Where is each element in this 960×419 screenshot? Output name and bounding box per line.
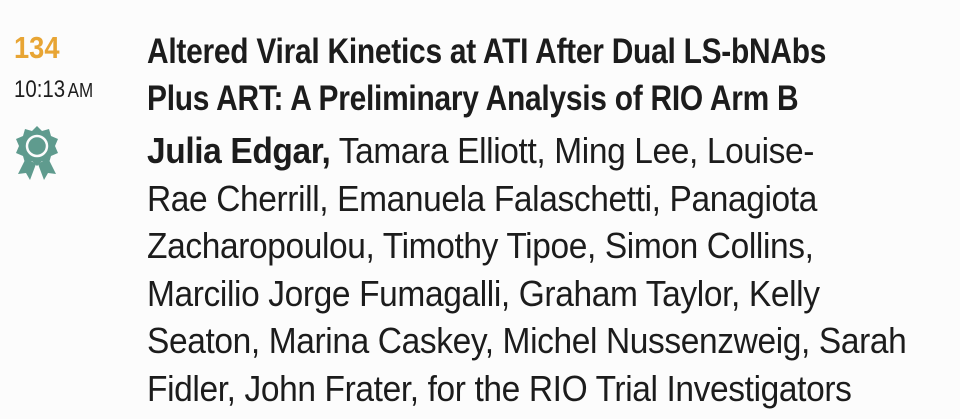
- author-line: Fidler, John Frater, for the RIO Trial I…: [147, 367, 852, 409]
- presentation-title: Altered Viral Kinetics at ATI After Dual…: [147, 28, 826, 122]
- time-value: 10:13: [14, 76, 66, 103]
- author-line: Zacharopoulou, Timothy Tipoe, Simon Coll…: [147, 225, 814, 266]
- time-ampm: AM: [67, 80, 94, 102]
- presenting-author: Julia Edgar,: [147, 130, 331, 171]
- author-line: Rae Cherrill, Emanuela Falaschetti, Pana…: [147, 177, 817, 219]
- author-line: Julia Edgar, Tamara Elliott, Ming Lee, L…: [147, 127, 906, 175]
- title-line: Plus ART: A Preliminary Analysis of RIO …: [147, 79, 799, 118]
- award-ribbon-icon: [16, 126, 58, 180]
- author-text: Tamara Elliott, Ming Lee, Louise-: [330, 130, 815, 171]
- title-line: Altered Viral Kinetics at ATI After Dual…: [147, 32, 827, 71]
- author-list: Julia Edgar, Tamara Elliott, Ming Lee, L…: [147, 127, 907, 412]
- author-line: Marcilio Jorge Fumagalli, Graham Taylor,…: [147, 272, 820, 314]
- abstract-number: 134: [14, 30, 60, 65]
- presentation-time: 10:13 AM: [14, 76, 93, 104]
- author-line: Seaton, Marina Caskey, Michel Nussenzwei…: [147, 320, 907, 361]
